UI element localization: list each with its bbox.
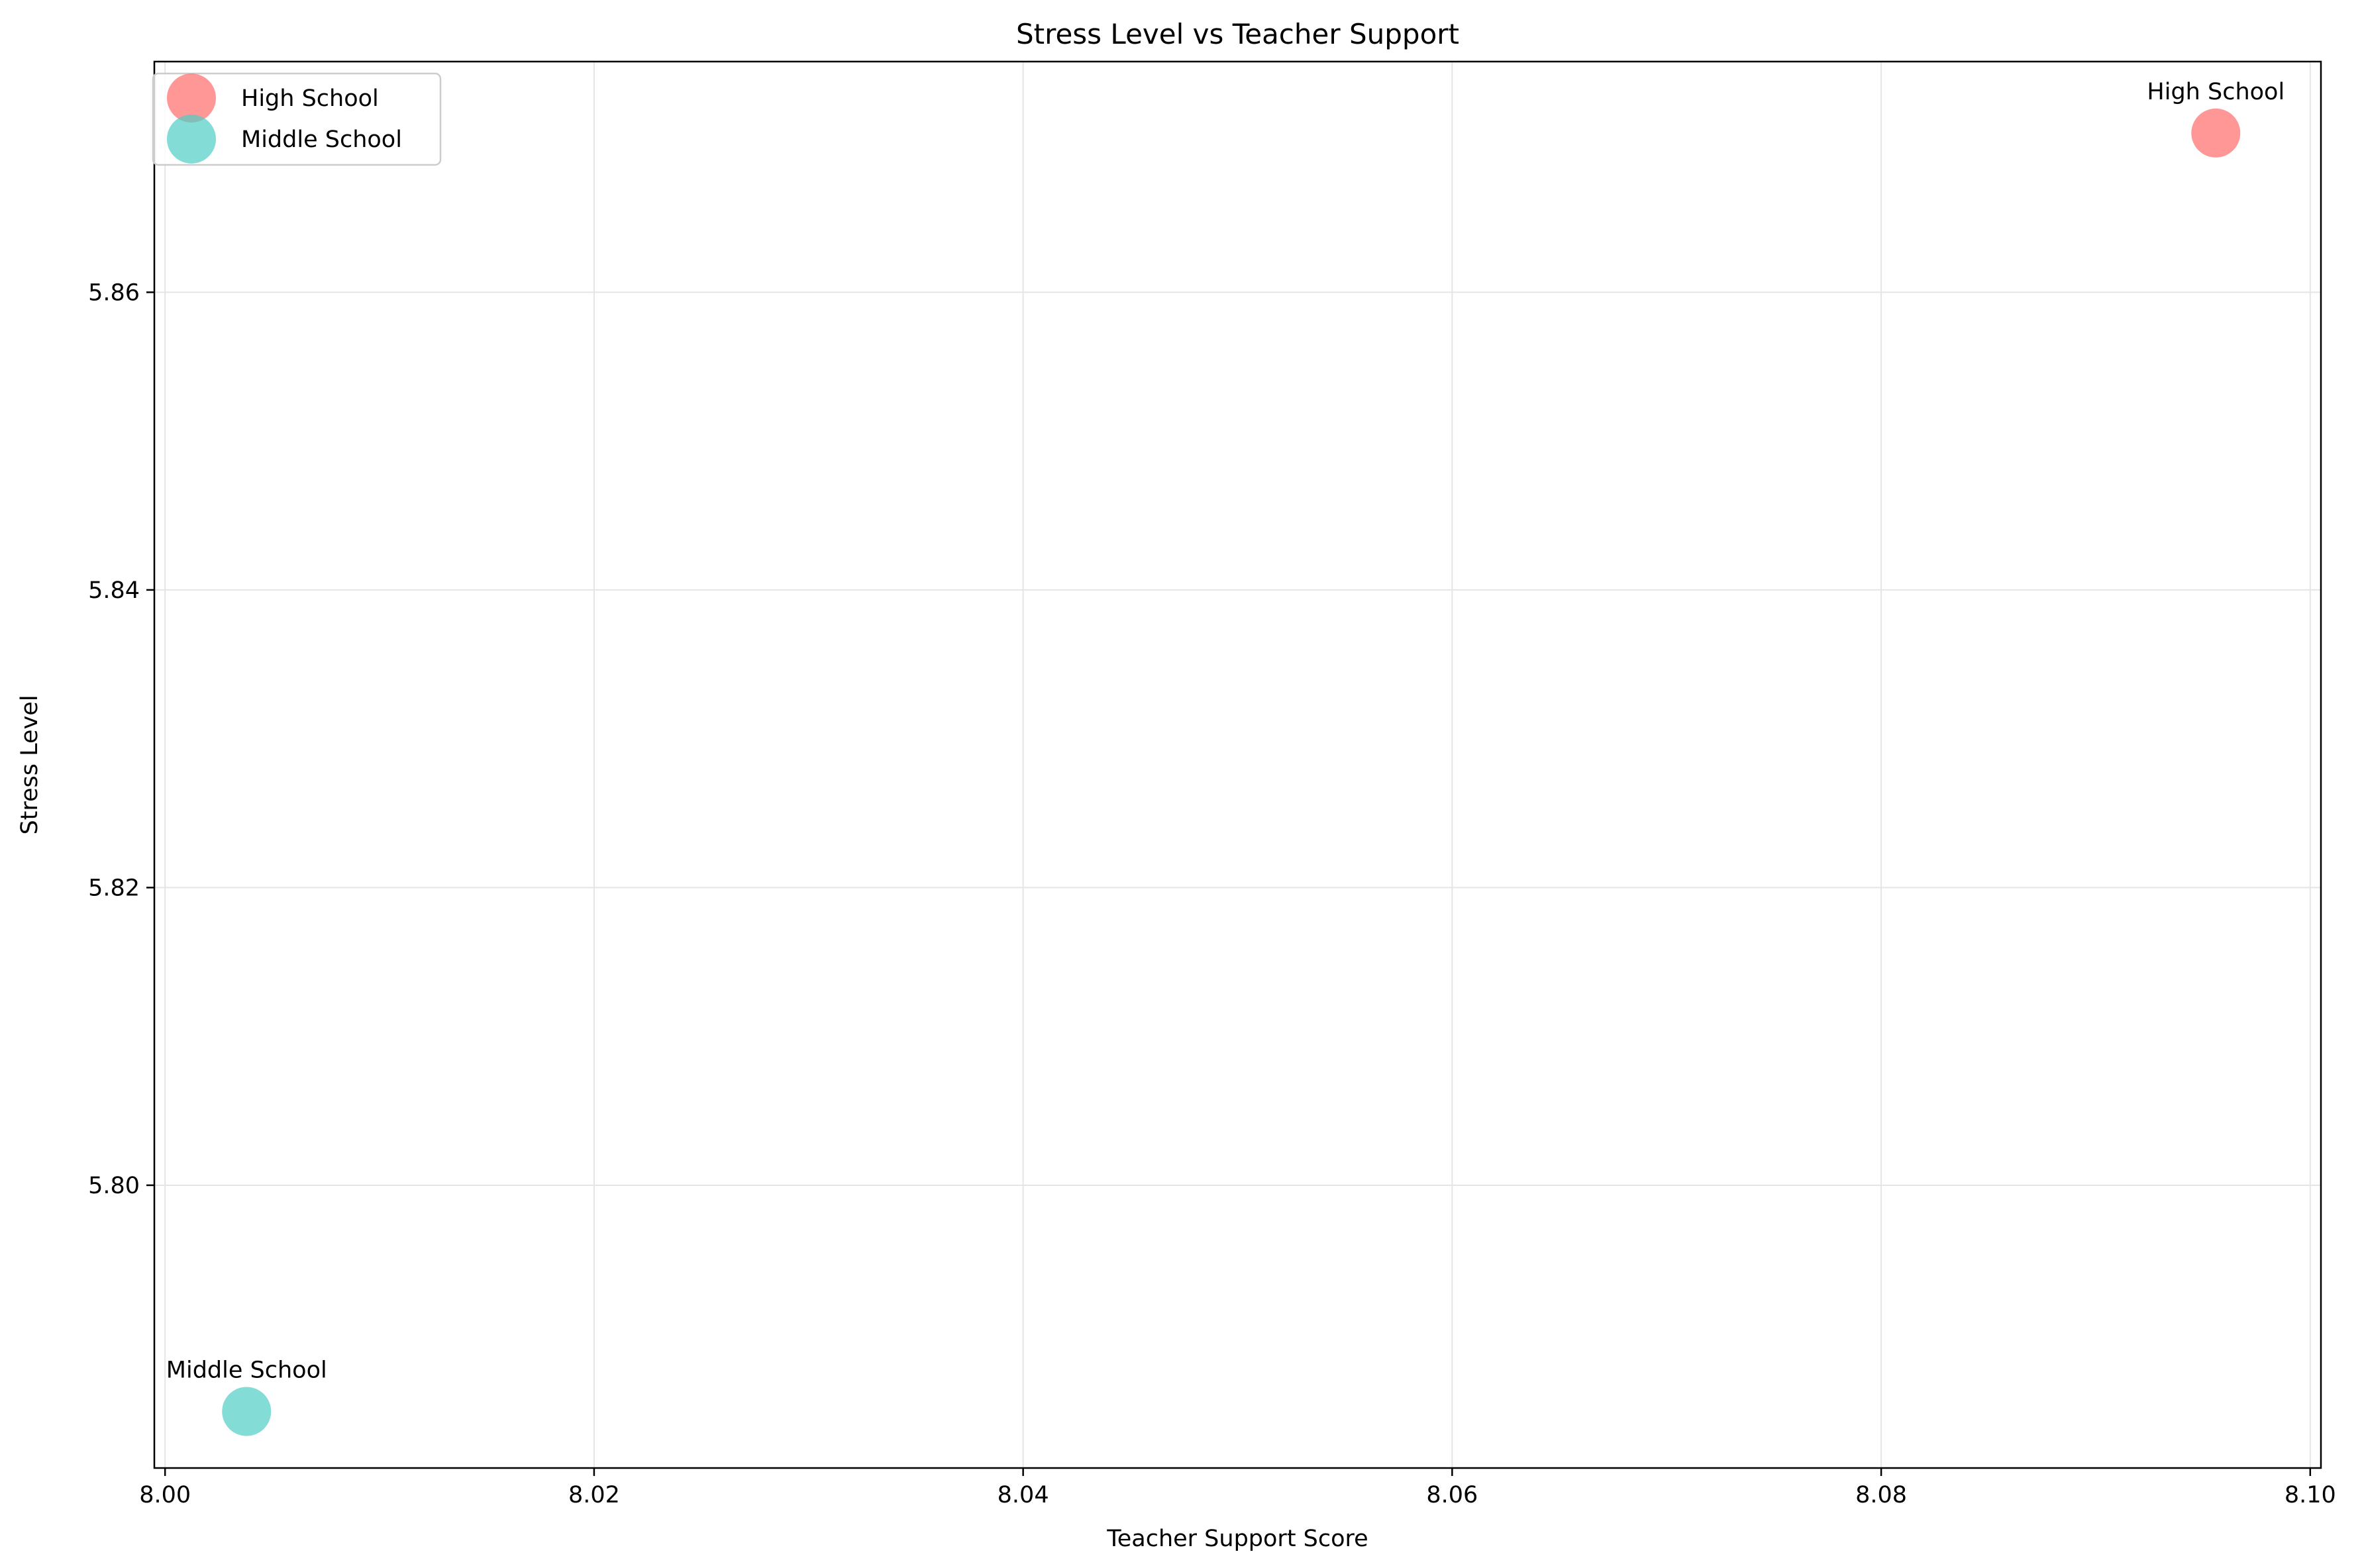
data-point bbox=[222, 1387, 272, 1436]
x-axis-label: Teacher Support Score bbox=[1106, 1526, 1368, 1552]
x-tick-label: 8.04 bbox=[998, 1482, 1049, 1508]
x-tick-label: 8.02 bbox=[568, 1482, 620, 1508]
x-tick-label: 8.08 bbox=[1855, 1482, 1907, 1508]
legend-marker bbox=[167, 115, 216, 164]
y-axis-label: Stress Level bbox=[17, 695, 43, 834]
grid-lines bbox=[154, 62, 2321, 1468]
y-tick-label: 5.82 bbox=[88, 875, 140, 901]
plot-frame bbox=[153, 60, 2322, 1469]
data-points bbox=[222, 108, 2241, 1436]
x-tick-label: 8.10 bbox=[2285, 1482, 2336, 1508]
legend-label: Middle School bbox=[241, 126, 402, 153]
y-axis-ticks: 5.80 5.82 5.84 5.86 bbox=[88, 279, 154, 1199]
data-point bbox=[2191, 108, 2241, 158]
legend-box bbox=[152, 72, 442, 166]
legend: High School Middle School bbox=[152, 72, 442, 166]
point-annotations: High School Middle School bbox=[166, 79, 2285, 1384]
x-tick-label: 8.06 bbox=[1426, 1482, 1478, 1508]
point-label: Middle School bbox=[166, 1357, 327, 1384]
x-axis-ticks: 8.00 8.02 8.04 8.06 8.08 8.10 bbox=[139, 1468, 2336, 1508]
chart-title: Stress Level vs Teacher Support bbox=[1016, 18, 1459, 50]
y-tick-label: 5.86 bbox=[88, 279, 140, 306]
legend-marker bbox=[167, 74, 216, 122]
y-tick-label: 5.84 bbox=[88, 577, 140, 604]
y-tick-label: 5.80 bbox=[88, 1173, 140, 1199]
point-label: High School bbox=[2147, 79, 2285, 105]
legend-label: High School bbox=[241, 85, 379, 112]
x-tick-label: 8.00 bbox=[139, 1482, 191, 1508]
